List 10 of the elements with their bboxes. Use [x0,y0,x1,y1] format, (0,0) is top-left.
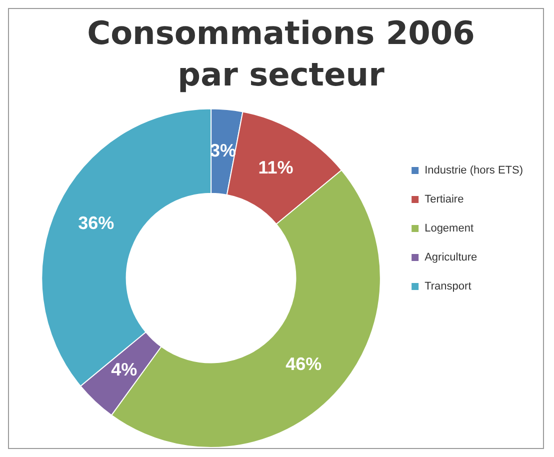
legend-label: Tertiaire [424,194,464,206]
legend-label: Agriculture [424,252,478,264]
legend-label: Transport [424,280,472,293]
data-label: 4% [111,360,138,380]
data-label: 36% [78,212,114,233]
data-label: 11% [258,158,294,178]
legend-label: Logement [424,222,474,235]
chart-title: Consommations 2006 par secteur [87,14,475,94]
legend-label: Industrie (hors ETS) [424,164,523,177]
data-label: 46% [286,354,322,374]
